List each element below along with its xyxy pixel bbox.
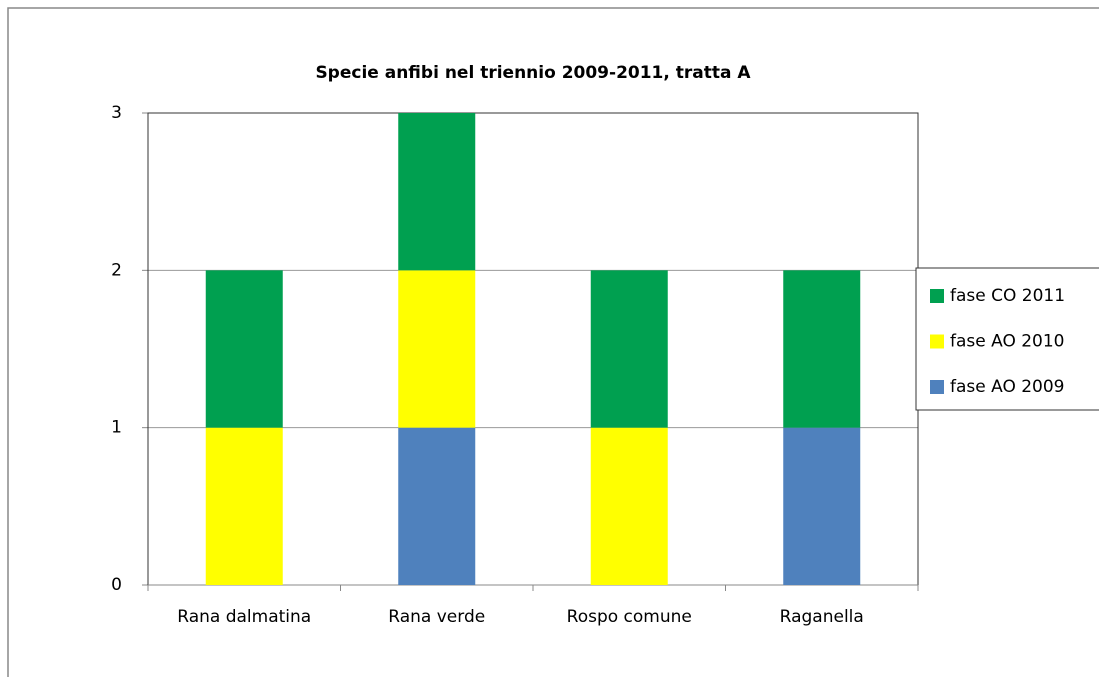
frame [7,7,1099,677]
bar-segment [783,270,861,428]
x-tick-label: Rana verde [388,607,485,627]
bar-segment [398,113,476,271]
y-tick-label: 1 [111,418,122,438]
legend-swatch [930,289,944,303]
legend-label: fase CO 2011 [950,286,1065,306]
bar-segment [783,427,861,585]
x-tick-label: Raganella [780,607,864,627]
bar-segment [398,270,476,428]
bar-segment [590,427,668,585]
legend-label: fase AO 2009 [950,377,1065,397]
y-tick-label: 2 [111,260,122,280]
bar-segment [205,270,283,428]
bar-segment [590,270,668,428]
bar-segment [205,427,283,585]
chart-title: Specie anfibi nel triennio 2009-2011, tr… [315,63,751,83]
legend-swatch [930,380,944,394]
x-tick-label: Rana dalmatina [177,607,311,627]
legend-label: fase AO 2010 [950,332,1065,352]
legend-box [915,267,1099,411]
y-tick-label: 0 [111,575,122,595]
x-tick-label: Rospo comune [567,607,692,627]
legend-swatch [930,334,944,349]
y-tick-label: 3 [111,103,122,123]
bar-segment [398,427,476,585]
